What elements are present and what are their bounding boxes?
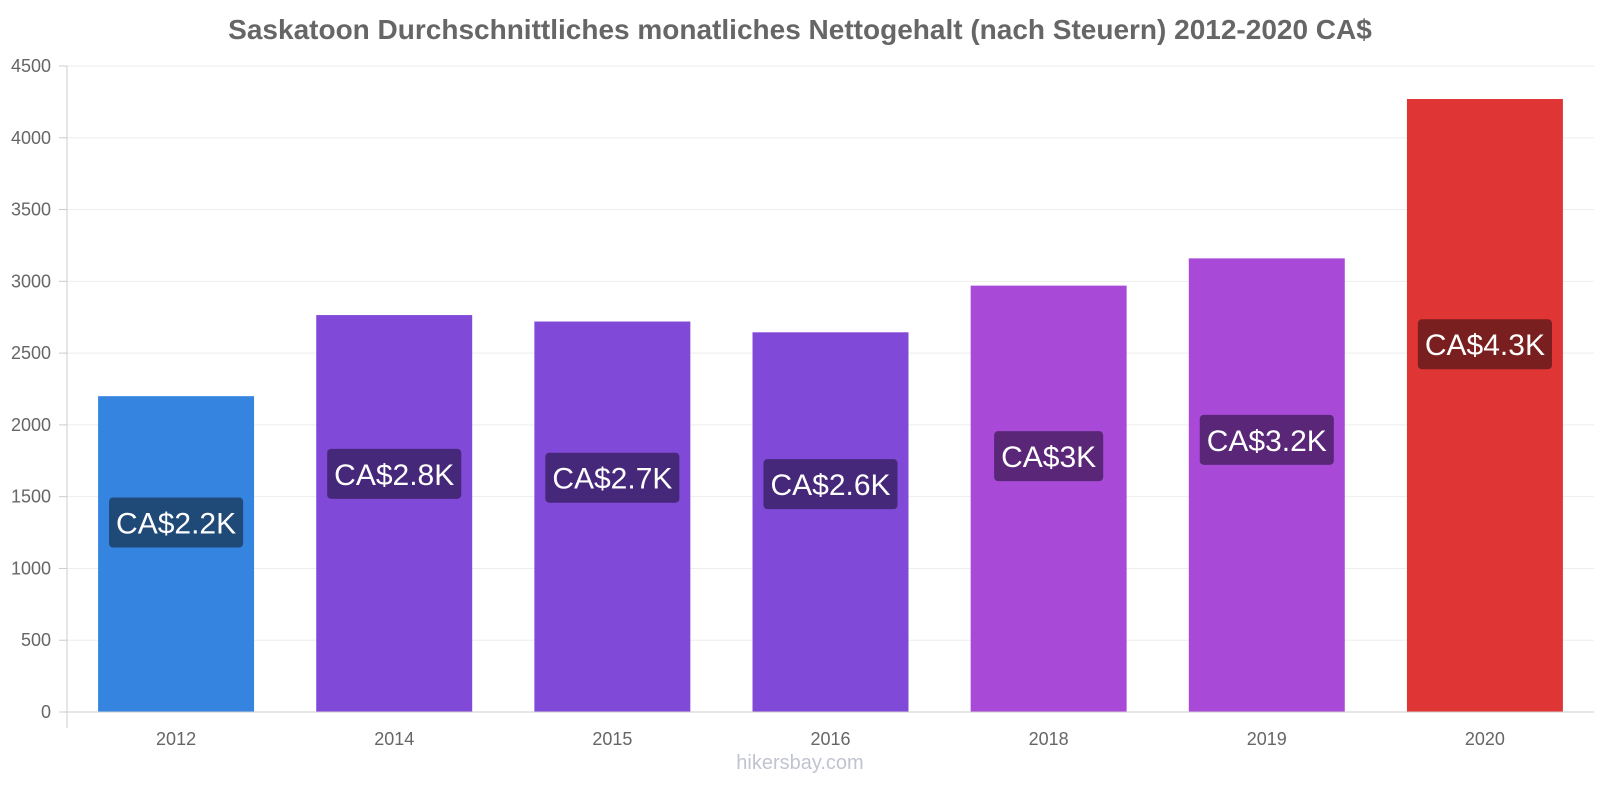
data-label: CA$2.7K [545,452,680,503]
chart-title: Saskatoon Durchschnittliches monatliches… [228,14,1372,45]
axes: 0 500 1000 1500 2000 2500 3000 3500 4000 4500 2012… [11,56,1594,749]
y-tick-label: 2500 [11,343,51,363]
data-label-text: CA$4.3K [1425,329,1545,362]
y-tick-label: 500 [21,630,51,650]
bars [98,99,1563,713]
data-label: CA$2.8K [327,448,462,499]
x-tick-label: 2018 [1029,729,1069,749]
data-label-text: CA$2.2K [116,508,236,541]
data-label: CA$2.6K [763,459,898,510]
watermark: hikersbay.com [736,752,864,774]
data-labels: CA$2.2K CA$2.8K CA$2.7K CA$2.6K CA$3K CA$3.2K… [109,319,1552,548]
data-label-text: CA$3K [1001,441,1096,474]
data-label: CA$4.3K [1417,319,1552,370]
y-tick-label: 0 [41,702,51,722]
data-label-text: CA$2.8K [334,459,454,492]
data-label-bg [1199,414,1334,465]
x-tick-label: 2012 [156,729,196,749]
y-tick-label: 4500 [11,56,51,76]
data-label: CA$2.2K [109,497,244,548]
data-label-bg [545,452,680,503]
x-tick-label: 2014 [374,729,414,749]
bar-2015 [534,321,691,712]
data-label-text: CA$2.6K [770,469,890,502]
data-label-bg [994,431,1104,482]
x-tick-label: 2020 [1465,729,1505,749]
data-label: CA$3.2K [1199,414,1334,465]
data-label-text: CA$3.2K [1207,425,1327,458]
bar-2014 [316,315,473,712]
y-tick-label: 1000 [11,558,51,578]
x-tick-label: 2015 [592,729,632,749]
bar-2020 [1406,99,1563,713]
x-tick-label: 2016 [810,729,850,749]
data-label: CA$3K [994,431,1104,482]
x-tick-label: 2019 [1247,729,1287,749]
bar-2012 [98,396,255,712]
data-label-bg [109,497,244,548]
y-tick-label: 3000 [11,271,51,291]
bar-2019 [1188,258,1345,712]
data-label-bg [763,459,898,510]
bar-2016 [752,332,909,712]
data-label-bg [327,448,462,499]
y-tick-label: 4000 [11,128,51,148]
bar-2018 [970,285,1127,712]
y-tick-label: 1500 [11,487,51,507]
data-label-text: CA$2.7K [552,463,672,496]
y-tick-label: 2000 [11,415,51,435]
data-label-bg [1417,319,1552,370]
y-tick-label: 3500 [11,200,51,220]
